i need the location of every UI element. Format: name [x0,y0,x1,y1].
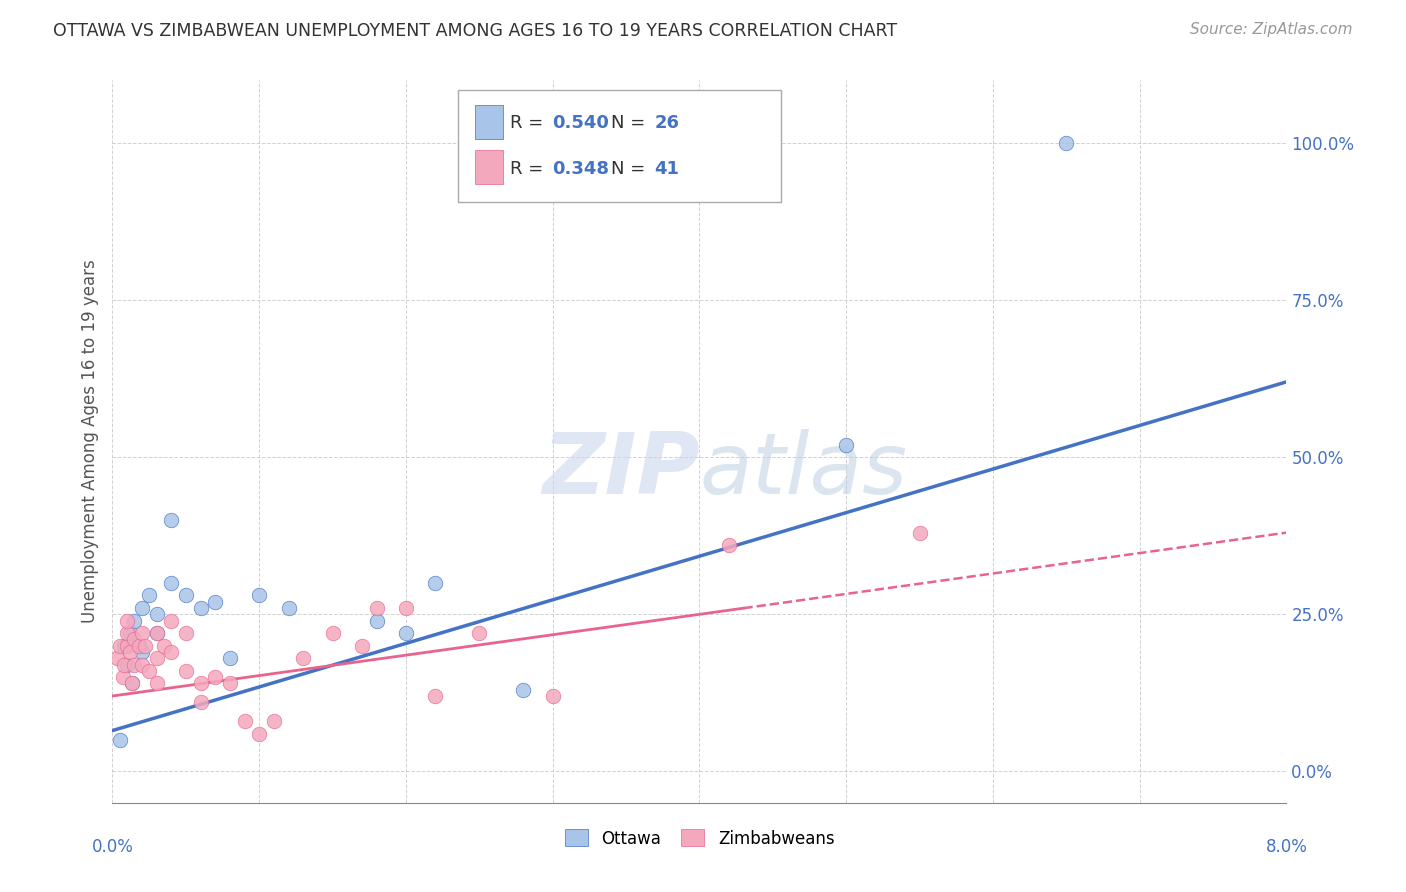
Point [153,639,176,653]
Point [145,607,167,622]
Point [263,714,285,728]
Point [124,614,146,628]
Point [174,626,197,640]
Point [112,657,135,672]
Point [219,651,242,665]
Point [204,670,226,684]
Point [366,614,388,628]
Point [131,626,153,640]
Point [277,601,299,615]
Text: 8.0%: 8.0% [1265,838,1308,856]
Text: R =: R = [510,160,548,178]
Y-axis label: Unemployment Among Ages 16 to 19 years: Unemployment Among Ages 16 to 19 years [80,260,98,624]
Point [145,626,167,640]
Point [247,727,270,741]
Point [247,589,270,603]
Point [120,645,142,659]
Text: OTTAWA VS ZIMBABWEAN UNEMPLOYMENT AMONG AGES 16 TO 19 YEARS CORRELATION CHART: OTTAWA VS ZIMBABWEAN UNEMPLOYMENT AMONG … [53,22,897,40]
Point [541,689,564,703]
Point [128,639,150,653]
Point [512,682,534,697]
Point [366,601,388,615]
Point [219,676,242,690]
Text: N =: N = [612,160,651,178]
Text: N =: N = [612,114,651,132]
Text: 26: 26 [655,114,679,132]
Point [190,695,212,709]
Point [131,645,153,659]
Point [425,575,447,590]
Point [138,589,160,603]
Point [233,714,256,728]
Point [174,589,197,603]
Text: 0.540: 0.540 [553,114,609,132]
Point [115,626,138,640]
Point [134,639,156,653]
Point [160,513,183,527]
Point [190,601,212,615]
Point [160,575,183,590]
Point [292,651,315,665]
Point [131,601,153,615]
Point [468,626,491,640]
Point [145,626,167,640]
Point [174,664,197,678]
Point [835,438,858,452]
Point [124,632,146,647]
Point [121,676,143,690]
Point [160,614,183,628]
Text: 0.0%: 0.0% [91,838,134,856]
Point [425,689,447,703]
Text: 41: 41 [655,160,679,178]
Point [395,601,418,615]
Point [131,657,153,672]
Point [908,525,931,540]
Text: Source: ZipAtlas.com: Source: ZipAtlas.com [1189,22,1353,37]
Point [112,639,135,653]
Point [138,664,160,678]
Point [115,639,138,653]
Point [717,538,740,552]
Legend: Ottawa, Zimbabweans: Ottawa, Zimbabweans [557,821,842,856]
Point [115,657,138,672]
Point [124,657,146,672]
Point [105,651,128,665]
Point [108,733,131,747]
Point [128,639,150,653]
Text: atlas: atlas [700,429,907,512]
Point [350,639,373,653]
Point [121,676,143,690]
Text: R =: R = [510,114,548,132]
Point [111,670,134,684]
Point [108,639,131,653]
Point [190,676,212,690]
Point [204,595,226,609]
Text: 0.348: 0.348 [553,160,609,178]
Point [1054,136,1077,150]
Point [120,626,142,640]
Point [145,651,167,665]
Point [322,626,344,640]
Point [160,645,183,659]
Point [145,676,167,690]
Point [395,626,418,640]
Point [115,614,138,628]
Text: ZIP: ZIP [541,429,700,512]
